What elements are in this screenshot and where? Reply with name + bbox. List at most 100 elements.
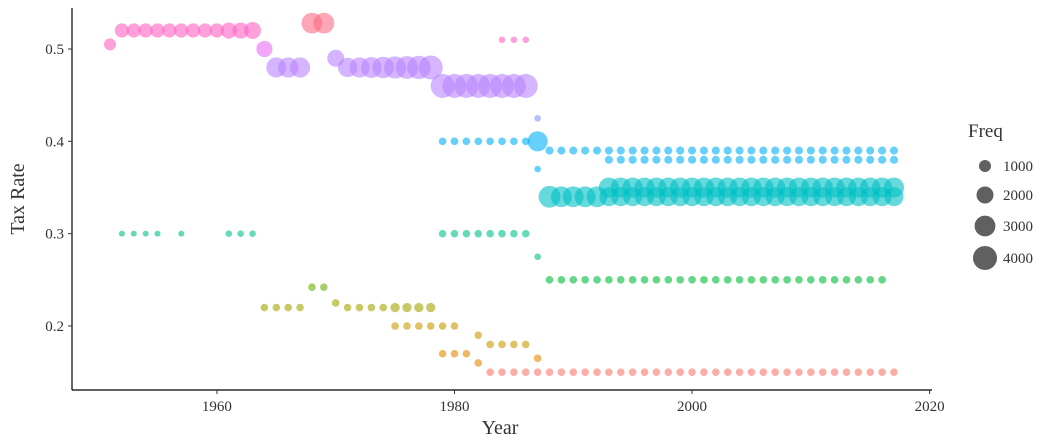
- bubble: [527, 131, 548, 152]
- bubble: [142, 230, 149, 237]
- y-tick-label: 0.5: [45, 42, 64, 58]
- bubble: [747, 276, 756, 284]
- bubble: [126, 23, 141, 38]
- bubble: [178, 230, 185, 237]
- bubble: [272, 303, 281, 312]
- bubble: [712, 276, 720, 284]
- bubble: [313, 12, 335, 34]
- legend-label: 2000: [1003, 188, 1033, 204]
- bubble: [474, 137, 483, 146]
- bubble: [640, 276, 649, 284]
- bubble: [807, 368, 815, 376]
- legend-size-key: [978, 159, 992, 173]
- bubble: [581, 368, 589, 376]
- bubble: [521, 229, 530, 238]
- bubble: [114, 23, 129, 38]
- bubble: [486, 340, 494, 349]
- bubble: [830, 155, 839, 164]
- x-tick-label: 2020: [915, 399, 945, 415]
- bubble: [462, 137, 471, 146]
- bubble: [225, 230, 233, 237]
- bubble: [878, 276, 886, 284]
- bubble: [712, 368, 720, 376]
- bubble: [771, 155, 780, 164]
- bubble: [854, 155, 863, 164]
- bubble: [605, 368, 613, 376]
- bubble: [794, 146, 803, 155]
- bubble: [747, 155, 756, 164]
- bubble: [510, 36, 518, 44]
- bubble: [403, 322, 411, 330]
- bubble: [688, 146, 697, 155]
- bubble: [759, 368, 768, 376]
- bubble: [533, 354, 542, 363]
- bubble: [379, 303, 388, 312]
- bubble: [604, 146, 613, 155]
- bubble: [244, 22, 262, 40]
- bubble: [723, 155, 732, 164]
- bubble: [783, 155, 792, 164]
- bubble: [138, 23, 153, 38]
- bubble: [605, 276, 613, 284]
- bubble: [699, 146, 708, 155]
- bubble: [818, 368, 827, 376]
- bubble: [711, 146, 720, 155]
- bubble: [249, 230, 256, 237]
- bubble: [664, 276, 673, 284]
- bubble: [130, 230, 137, 237]
- bubble: [521, 368, 530, 376]
- bubble: [604, 155, 613, 164]
- bubble: [676, 146, 685, 155]
- bubble: [735, 155, 744, 164]
- bubble: [842, 368, 851, 376]
- bubble: [878, 368, 886, 376]
- bubble: [889, 155, 899, 164]
- bubble: [854, 146, 863, 155]
- bubble: [438, 229, 447, 238]
- bubble: [343, 303, 352, 312]
- bubble: [640, 368, 649, 376]
- bubble: [807, 276, 815, 284]
- bubble: [438, 349, 447, 358]
- bubble: [759, 155, 768, 164]
- bubble: [664, 155, 673, 164]
- bubble: [628, 155, 637, 164]
- bubble: [878, 146, 887, 155]
- legend-label: 3000: [1003, 219, 1033, 235]
- bubble: [232, 22, 249, 39]
- bubble: [795, 368, 803, 376]
- bubble: [652, 368, 661, 376]
- bubble: [450, 322, 459, 330]
- bubble: [534, 253, 541, 261]
- bubble: [735, 146, 744, 155]
- bubble: [711, 155, 720, 164]
- bubble: [498, 229, 506, 238]
- bubble: [414, 302, 424, 313]
- bubble: [592, 146, 602, 155]
- bubble: [498, 368, 506, 376]
- x-tick-label: 1980: [439, 399, 469, 415]
- bubble: [783, 368, 791, 376]
- bubble: [783, 146, 792, 155]
- bubble: [545, 146, 554, 155]
- bubble: [866, 276, 875, 284]
- bubble: [616, 155, 625, 164]
- legend-size-key: [974, 215, 996, 237]
- bubble: [162, 23, 177, 38]
- bubble: [700, 368, 708, 376]
- bubble: [521, 137, 530, 146]
- bubble: [260, 303, 269, 312]
- bubble: [462, 349, 471, 358]
- bubble: [747, 146, 756, 155]
- bubble: [581, 146, 590, 155]
- legend-size-key: [976, 186, 994, 204]
- bubble: [688, 368, 696, 376]
- bubble: [533, 368, 542, 376]
- bubble: [699, 155, 708, 164]
- bubble: [616, 146, 625, 155]
- bubble: [557, 276, 566, 284]
- bubble: [628, 146, 637, 155]
- bubble: [118, 230, 125, 237]
- bubble: [355, 303, 364, 312]
